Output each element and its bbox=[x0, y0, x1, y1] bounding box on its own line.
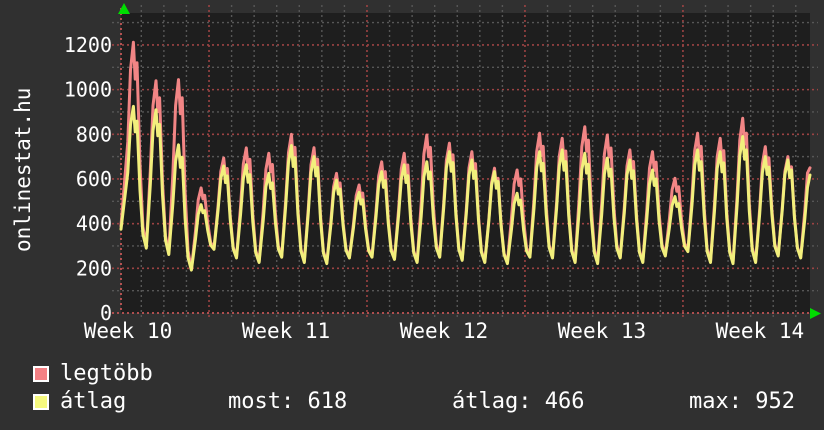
stat-max: max: 952 bbox=[689, 389, 795, 414]
legend-label-legtobb: legtöbb bbox=[60, 361, 153, 386]
x-axis-tick-label: Week 13 bbox=[558, 319, 647, 343]
y-axis-tick-label: 600 bbox=[76, 167, 112, 191]
y-axis-tick-label: 400 bbox=[76, 212, 112, 236]
legend-item-atlag: átlag bbox=[33, 390, 126, 414]
x-axis-right-arrow-icon bbox=[810, 308, 821, 319]
y-axis-up-arrow-icon bbox=[118, 3, 130, 14]
stat-atlag: átlag: 466 bbox=[452, 389, 585, 414]
y-axis-tick-label: 800 bbox=[76, 122, 112, 146]
stat-most: most: 618 bbox=[228, 389, 348, 414]
legend-swatch-atlag-icon bbox=[33, 394, 49, 410]
legend-label-atlag: átlag bbox=[60, 389, 127, 414]
watermark-text: onlinestat.hu bbox=[11, 87, 35, 252]
x-axis-tick-label: Week 12 bbox=[400, 319, 489, 343]
y-axis-tick-label: 200 bbox=[76, 256, 112, 280]
y-axis-tick-label: 1000 bbox=[64, 78, 112, 102]
x-axis-tick-label: Week 14 bbox=[716, 319, 805, 343]
x-axis-tick-label: Week 10 bbox=[84, 319, 173, 343]
y-axis-tick-label: 0 bbox=[100, 301, 112, 325]
series-line-atlag bbox=[119, 104, 812, 272]
legend-item-legtobb: legtöbb bbox=[33, 362, 153, 386]
y-axis-tick-label: 1200 bbox=[64, 33, 112, 57]
legend-swatch-legtobb-icon bbox=[33, 366, 49, 382]
x-axis-tick-label: Week 11 bbox=[242, 319, 331, 343]
